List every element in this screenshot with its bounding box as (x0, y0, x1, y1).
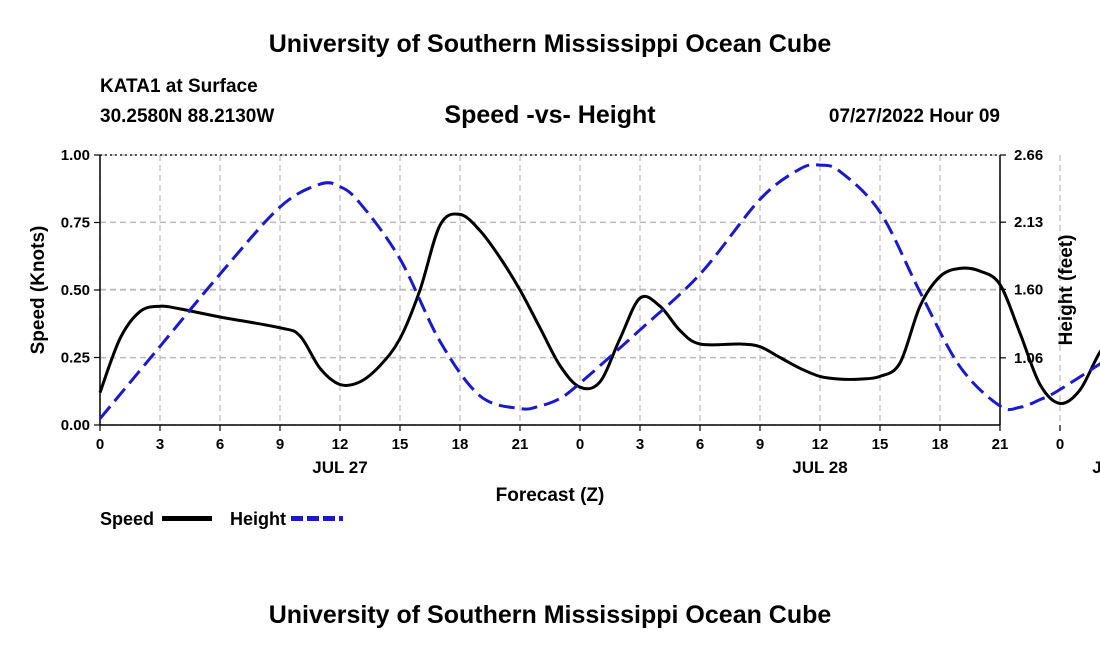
datetime-label: 07/27/2022 Hour 09 (828, 106, 1000, 127)
y2-tick-label: 2.13 (1014, 214, 1043, 231)
x-tick-label: 12 (332, 436, 349, 453)
x-tick-label: 6 (216, 436, 224, 453)
x-tick-label: 0 (1056, 436, 1064, 453)
location-label: 30.2580N 88.2130W (100, 106, 275, 127)
y2-tick-label: 1.60 (1014, 281, 1043, 298)
legend-height-label: Height (230, 509, 286, 529)
x-tick-label: 21 (512, 436, 529, 453)
legend-speed-swatch (162, 516, 212, 521)
y2-axis-title: Height (feet) (1056, 235, 1077, 346)
y-tick-label: 0.75 (61, 215, 90, 232)
x-tick-label: 18 (932, 436, 949, 453)
y-tick-label: 0.25 (61, 350, 90, 367)
x-tick-label: 6 (696, 436, 704, 453)
x-tick-label: 15 (392, 436, 409, 453)
legend-height-swatch (291, 516, 343, 521)
height-series-line (98, 163, 1100, 420)
plot-title: Speed -vs- Height (444, 101, 656, 129)
y2-tick-label: 2.66 (1014, 147, 1043, 164)
x-tick-label: 3 (636, 436, 644, 453)
x-tick-label: 0 (96, 436, 104, 453)
x-axis-title: Forecast (Z) (496, 485, 605, 506)
date-label: JUL 28 (792, 458, 847, 477)
y-axis-title: Speed (Knots) (28, 226, 49, 355)
x-tick-label: 21 (992, 436, 1009, 453)
date-label: JUL 27 (312, 458, 367, 477)
chart-main-title: University of Southern Mississippi Ocean… (268, 30, 832, 58)
x-tick-label: 15 (872, 436, 889, 453)
station-label: KATA1 at Surface (100, 76, 258, 97)
speed-series-line (98, 212, 1100, 405)
x-tick-label: 9 (276, 436, 284, 453)
date-label: JUL 29 (1092, 458, 1100, 477)
legend-speed-label: Speed (100, 509, 155, 529)
footer-title: University of Southern Mississippi Ocean… (268, 601, 832, 629)
y-tick-label: 0.00 (61, 417, 90, 434)
y-tick-label: 0.50 (61, 282, 90, 299)
x-tick-label: 12 (812, 436, 829, 453)
x-tick-label: 18 (452, 436, 469, 453)
x-tick-label: 0 (576, 436, 584, 453)
x-tick-label: 9 (756, 436, 764, 453)
x-tick-label: 3 (156, 436, 164, 453)
y-tick-label: 1.00 (61, 147, 90, 164)
